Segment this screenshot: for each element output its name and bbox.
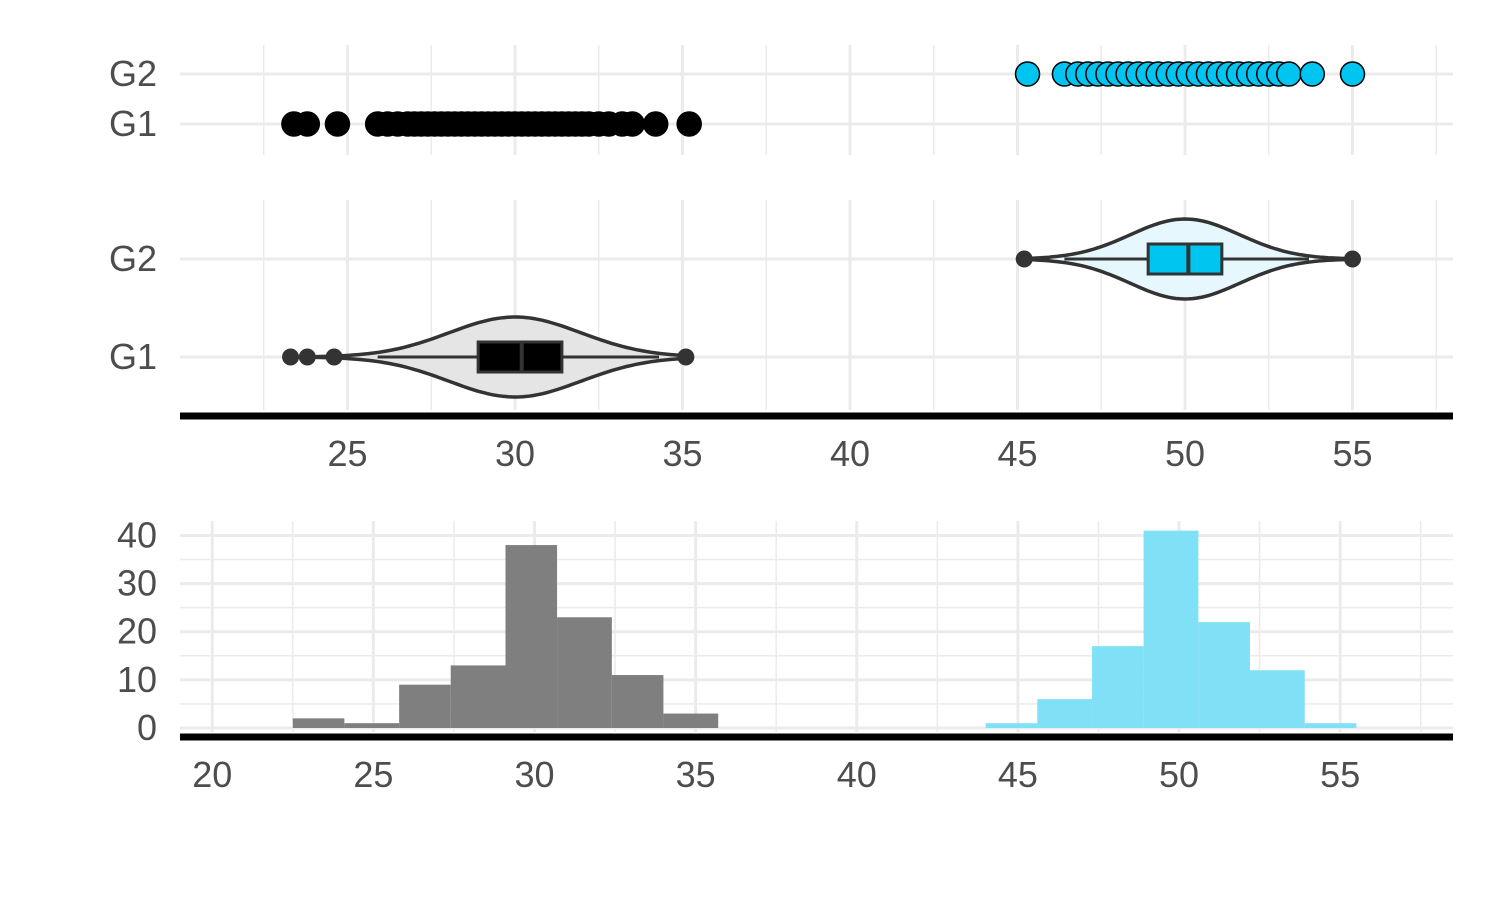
- hist-x-tick-label: 30: [514, 754, 554, 795]
- hist-y-tick-label: 20: [117, 611, 157, 652]
- strip-y-tick-label: G1: [109, 103, 157, 144]
- hist-bar-g1: [344, 723, 400, 728]
- hist-bar-g2: [1143, 530, 1199, 728]
- hist-bar-g1: [450, 665, 506, 728]
- hist-x-tick-label: 55: [1320, 754, 1360, 795]
- strip-point-g2: [1299, 61, 1326, 87]
- strip-point-g2: [1339, 61, 1366, 87]
- hist-bar-g2: [1198, 622, 1250, 728]
- hist-bar-g2: [1249, 670, 1305, 728]
- hist-y-tick-label: 30: [117, 563, 157, 604]
- box-outlier-g2: [1344, 250, 1361, 268]
- violin-x-tick-label: 50: [1165, 433, 1205, 474]
- hist-bar-g1: [505, 545, 558, 728]
- hist-bar-g1: [399, 684, 451, 728]
- violin-x-tick-label: 30: [495, 433, 535, 474]
- hist-bar-g2: [985, 723, 1038, 728]
- hist-bar-g1: [292, 718, 345, 728]
- hist-bar-g2: [1037, 699, 1093, 728]
- violin-x-tick-label: 55: [1332, 433, 1372, 474]
- violin-x-tick-label: 40: [830, 433, 870, 474]
- hist-x-tick-label: 45: [998, 754, 1038, 795]
- violin-x-tick-label: 25: [327, 433, 367, 474]
- hist-x-tick-label: 50: [1159, 754, 1199, 795]
- hist-bar-g2: [1092, 646, 1144, 728]
- hist-x-tick-label: 25: [353, 754, 393, 795]
- hist-x-tick-label: 20: [192, 754, 232, 795]
- strip-point-g1: [294, 111, 321, 137]
- hist-bar-g1: [663, 713, 719, 728]
- box-outlier-g1: [325, 348, 343, 366]
- violin-panel: G1 G2 25 30 35 40 45 50 55: [109, 200, 1453, 474]
- strip-y-tick-label: G2: [109, 53, 157, 94]
- hist-bar-g2: [1304, 723, 1357, 728]
- strip-point-g2: [1014, 61, 1041, 87]
- hist-bar-g1: [611, 675, 664, 728]
- box-outlier-g1: [282, 348, 300, 366]
- violin-y-tick-label: G2: [109, 238, 157, 279]
- violin-x-tick-label: 45: [997, 433, 1037, 474]
- box-outlier-g2: [1015, 250, 1033, 268]
- strip-point-g1: [619, 111, 645, 137]
- violin-y-tick-label: G1: [109, 336, 157, 377]
- hist-y-tick-label: 40: [117, 514, 157, 555]
- strip-point-g1: [642, 111, 669, 137]
- box-iqr-g2: [1146, 242, 1224, 276]
- violin-x-tick-label: 35: [662, 433, 702, 474]
- hist-bar-g1: [557, 617, 612, 728]
- strip-point-g2: [1276, 61, 1302, 87]
- histogram-panel: 0 10 20 30 40 20 25 30 35 40 45 50 55: [117, 514, 1453, 795]
- box-outlier-g1: [677, 348, 695, 366]
- hist-y-tick-label: 0: [137, 707, 157, 748]
- hist-x-tick-label: 40: [837, 754, 877, 795]
- hist-y-tick-label: 10: [117, 659, 157, 700]
- strip-point-g1: [676, 111, 702, 137]
- strip-point-g1: [324, 111, 351, 137]
- box-outlier-g1: [298, 348, 316, 366]
- hist-x-tick-label: 35: [676, 754, 716, 795]
